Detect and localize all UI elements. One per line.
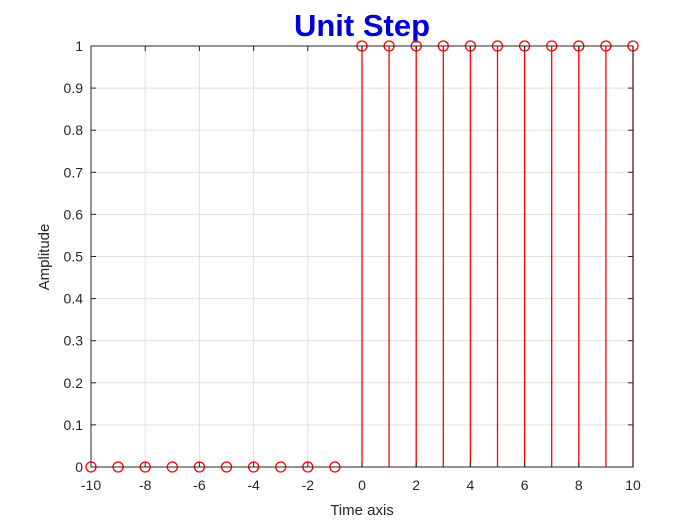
x-tick-label: -4 <box>247 477 260 493</box>
y-tick-label: 0 <box>75 459 83 475</box>
y-tick-label: 0.3 <box>64 333 84 349</box>
x-axis-ticks: -10 -8 -6 -4 -2 0 2 4 6 8 10 <box>81 46 641 493</box>
x-tick-label: -10 <box>81 477 101 493</box>
y-tick-label: 0.8 <box>64 122 84 138</box>
y-tick-label: 0.7 <box>64 164 84 180</box>
y-tick-label: 0.4 <box>64 291 84 307</box>
x-tick-label: 8 <box>575 477 583 493</box>
x-axis-label: Time axis <box>330 502 394 519</box>
chart-title: Unit Step <box>294 8 430 43</box>
y-axis-ticks: 0 0.1 0.2 0.3 0.4 0.5 0.6 0.7 0.8 0.9 1 <box>64 38 633 475</box>
y-axis-label: Amplitude <box>36 224 53 291</box>
y-tick-label: 0.5 <box>64 249 84 265</box>
y-tick-label: 0.1 <box>64 417 84 433</box>
y-tick-label: 0.2 <box>64 375 84 391</box>
y-tick-label: 0.9 <box>64 80 84 96</box>
y-tick-label: 1 <box>75 38 83 54</box>
x-tick-label: 0 <box>358 477 366 493</box>
x-tick-label: -6 <box>193 477 206 493</box>
x-tick-label: 4 <box>467 477 475 493</box>
x-tick-label: 2 <box>412 477 420 493</box>
x-tick-label: 6 <box>521 477 529 493</box>
x-tick-label: 10 <box>625 477 641 493</box>
x-tick-label: -2 <box>302 477 315 493</box>
y-tick-label: 0.6 <box>64 206 84 222</box>
x-tick-label: -8 <box>139 477 152 493</box>
